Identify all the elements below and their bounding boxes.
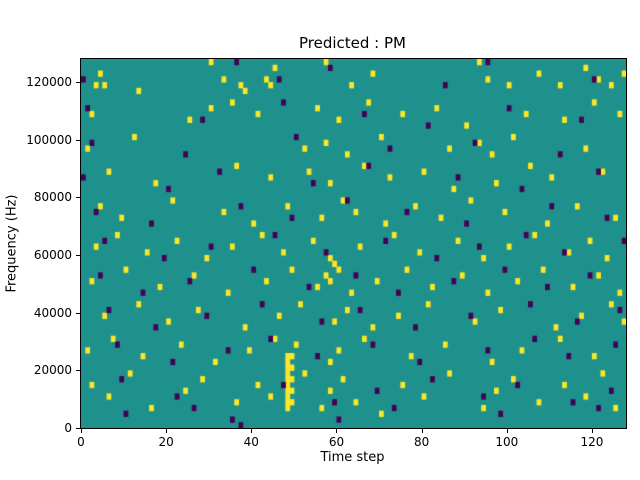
x-tick-label: 20	[158, 435, 174, 449]
y-tick-mark	[76, 197, 80, 199]
y-tick-label: 20000	[33, 363, 72, 378]
x-tick-mark	[421, 429, 423, 433]
y-tick-mark	[76, 82, 80, 84]
x-tick-label: 0	[77, 435, 85, 449]
y-tick-mark	[76, 255, 80, 257]
y-tick-label: 40000	[33, 305, 72, 320]
y-tick-mark	[76, 428, 80, 429]
x-tick-mark	[336, 429, 338, 433]
x-tick-label: 80	[413, 435, 430, 449]
x-tick-mark	[166, 429, 168, 433]
x-tick-label: 60	[328, 435, 345, 449]
x-tick-mark	[81, 429, 82, 433]
y-tick-label: 80000	[33, 190, 72, 205]
y-tick-label: 60000	[33, 248, 72, 263]
y-tick-label: 120000	[26, 75, 72, 90]
heatmap-canvas	[81, 59, 626, 428]
y-tick-mark	[76, 370, 80, 372]
y-tick-label: 100000	[26, 132, 72, 147]
x-tick-mark	[251, 429, 253, 433]
y-tick-mark	[76, 139, 80, 141]
plot-area	[80, 58, 627, 429]
plot-title: Predicted : PM	[299, 34, 406, 52]
x-tick-label: 120	[580, 435, 604, 449]
x-tick-mark	[506, 429, 508, 433]
x-axis-label: Time step	[320, 450, 385, 465]
x-tick-label: 100	[495, 435, 519, 449]
x-tick-label: 40	[243, 435, 259, 449]
x-tick-mark	[591, 429, 593, 433]
y-tick-mark	[76, 312, 80, 314]
y-tick-label: 0	[64, 421, 72, 435]
